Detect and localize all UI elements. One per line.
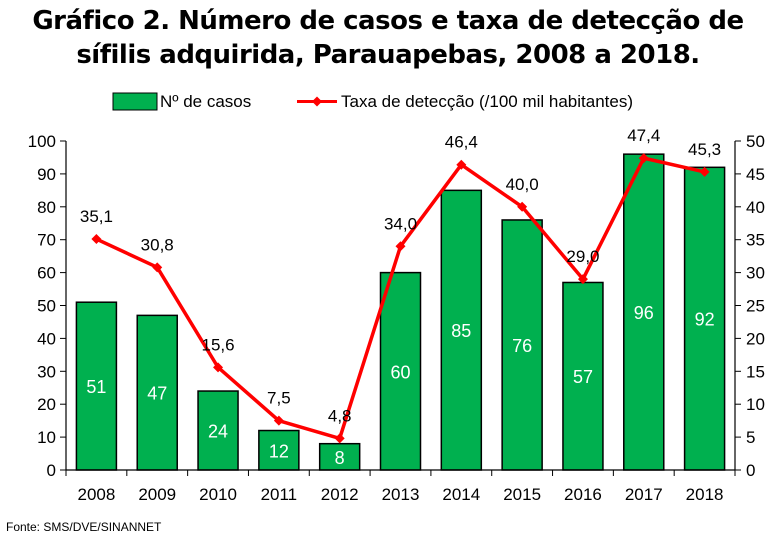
x-tick-label-2016: 2016 xyxy=(564,485,602,504)
y-left-tick-label-0: 0 xyxy=(47,461,56,480)
y-right-tick-label-25: 25 xyxy=(746,297,765,316)
bar-label-2012: 8 xyxy=(335,448,345,468)
rate-point-2015 xyxy=(517,201,528,212)
bar-label-2011: 12 xyxy=(269,441,289,461)
x-tick-label-2012: 2012 xyxy=(321,485,359,504)
rate-point-2009 xyxy=(152,262,163,273)
rate-point-2010 xyxy=(213,362,224,373)
rate-label-2013: 34,0 xyxy=(384,214,417,233)
x-tick-label-2017: 2017 xyxy=(625,485,663,504)
y-right-tick-label-20: 20 xyxy=(746,329,765,348)
rate-line: 35,1 30,8 15,6 7,5 4,8 34,0 46,4 40,0 29,0 47,4 45… xyxy=(80,126,721,444)
y-right-tick-label-15: 15 xyxy=(746,362,765,381)
bar-2009 xyxy=(136,314,178,471)
combo-chart: Nº de casos Taxa de detecção (/100 mil ha… xyxy=(28,92,765,504)
rate-point-2012 xyxy=(334,433,345,444)
y-left-tick-label-20: 20 xyxy=(37,395,56,414)
x-tick-label-2014: 2014 xyxy=(442,485,480,504)
x-tick-label-2010: 2010 xyxy=(199,485,237,504)
y-left-tick-label-30: 30 xyxy=(37,362,56,381)
rate-label-2010: 15,6 xyxy=(201,335,234,354)
bar-label-2009: 47 xyxy=(147,384,167,404)
bar-2012 xyxy=(318,442,361,471)
rate-label-2015: 40,0 xyxy=(506,175,539,194)
bar-2017 xyxy=(623,153,665,471)
y-right-tick-label-30: 30 xyxy=(746,264,765,283)
bars: 51 47 24 12 8 60 85 76 57 96 92 xyxy=(75,153,726,471)
bar-label-2017: 96 xyxy=(634,303,654,323)
y-right-tick-label-40: 40 xyxy=(746,198,765,217)
y-left-tick-label-90: 90 xyxy=(37,165,56,184)
rate-point-2017 xyxy=(638,153,649,164)
x-tick-label-2011: 2011 xyxy=(261,485,298,504)
rate-label-2012: 4,8 xyxy=(328,406,352,425)
bar-label-2010: 24 xyxy=(208,422,228,442)
rate-point-2014 xyxy=(456,159,467,170)
rate-label-2014: 46,4 xyxy=(445,133,478,152)
legend-bar-label: Nº de casos xyxy=(160,92,251,111)
y-left-tick-label-80: 80 xyxy=(37,198,56,217)
rate-label-2016: 29,0 xyxy=(566,247,599,266)
axes: 0 10 20 30 40 50 60 70 80 90 100 0 5 10 15 20 25 30 35 40 45… xyxy=(28,132,765,504)
rate-point-2018 xyxy=(699,166,710,177)
chart-title-line2: sífilis adquirida, Parauapebas, 2008 a 2… xyxy=(76,40,700,70)
y-left-tick-label-60: 60 xyxy=(37,264,56,283)
bar-label-2015: 76 xyxy=(512,336,532,356)
rate-label-2017: 47,4 xyxy=(627,126,660,145)
bar-2015 xyxy=(501,219,543,471)
legend-bar-swatch xyxy=(112,92,158,111)
legend: Nº de casos Taxa de detecção (/100 mil ha… xyxy=(112,92,633,111)
bar-2010 xyxy=(197,390,239,471)
rate-point-2011 xyxy=(273,415,284,426)
bar-label-2018: 92 xyxy=(695,310,715,330)
x-tick-label-2015: 2015 xyxy=(503,485,541,504)
bar-label-2008: 51 xyxy=(86,377,106,397)
legend-line-marker xyxy=(312,96,322,107)
x-tick-label-2013: 2013 xyxy=(382,485,420,504)
rate-point-2016 xyxy=(577,274,588,285)
y-right-tick-label-0: 0 xyxy=(746,461,755,480)
rate-label-2008: 35,1 xyxy=(80,207,113,226)
y-left-tick-label-100: 100 xyxy=(28,132,56,151)
x-tick-label-2009: 2009 xyxy=(138,485,176,504)
source-note: Fonte: SMS/DVE/SINANNET xyxy=(6,520,162,534)
bar-label-2013: 60 xyxy=(390,362,410,382)
rate-point-2013 xyxy=(395,241,406,252)
y-left-tick-label-40: 40 xyxy=(37,329,56,348)
y-right-tick-label-5: 5 xyxy=(746,428,755,447)
y-left-tick-label-10: 10 xyxy=(37,428,56,447)
y-right-tick-label-35: 35 xyxy=(746,231,765,250)
rate-label-2018: 45,3 xyxy=(688,140,721,159)
y-right-tick-label-45: 45 xyxy=(746,165,765,184)
bar-label-2014: 85 xyxy=(451,321,471,341)
x-tick-label-2018: 2018 xyxy=(686,485,724,504)
y-left-tick-label-70: 70 xyxy=(37,231,56,250)
chart-title-line1: Gráfico 2. Número de casos e taxa de det… xyxy=(32,6,744,36)
y-right-tick-label-10: 10 xyxy=(746,395,765,414)
chart-title: Gráfico 2. Número de casos e taxa de det… xyxy=(0,4,776,72)
legend-line-label: Taxa de detecção (/100 mil habitantes) xyxy=(341,92,633,111)
rate-label-2011: 7,5 xyxy=(267,389,291,408)
bar-2018 xyxy=(683,166,726,471)
rate-label-2009: 30,8 xyxy=(141,235,174,254)
x-tick-label-2008: 2008 xyxy=(77,485,115,504)
y-left-tick-label-50: 50 xyxy=(37,297,56,316)
y-right-tick-label-50: 50 xyxy=(746,132,765,151)
bar-2014 xyxy=(440,189,483,471)
rate-point-2008 xyxy=(91,234,102,245)
bar-label-2016: 57 xyxy=(573,367,593,387)
bar-2013 xyxy=(379,271,422,471)
